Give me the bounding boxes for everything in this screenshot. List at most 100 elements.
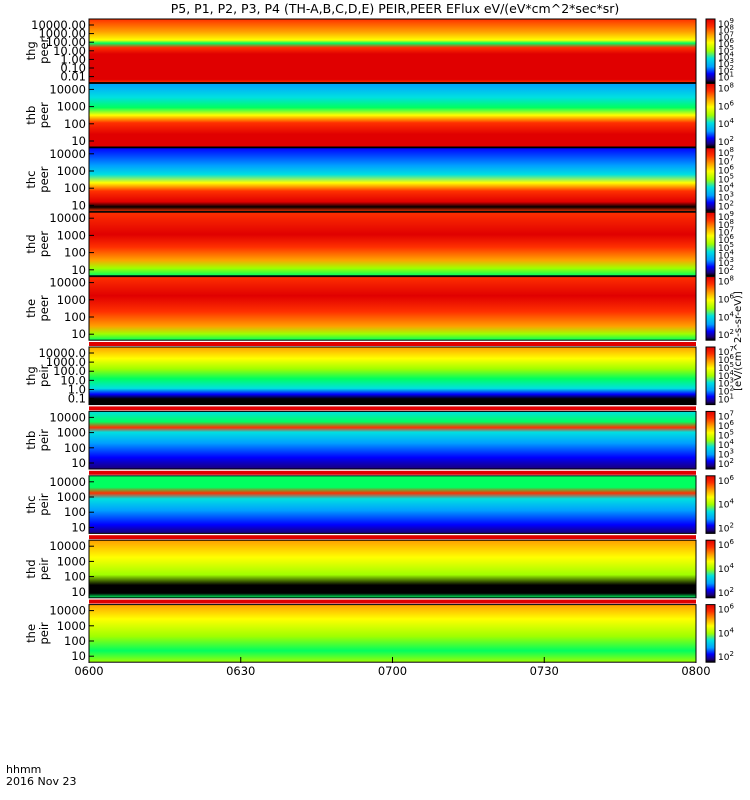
y-tick-label: 100.00 <box>46 35 86 49</box>
y-tick-label: 1000 <box>57 490 86 504</box>
y-tick-label: 10 <box>71 585 86 599</box>
colorbar <box>705 475 716 534</box>
colorbar-tick-label: 102 <box>718 586 734 599</box>
y-label-product: peer <box>37 231 51 257</box>
y-label-probe: thg <box>24 366 38 385</box>
panel-frame <box>88 539 697 599</box>
colorbar <box>705 147 716 212</box>
y-tick-label: 100 <box>64 117 86 131</box>
status-bar <box>89 406 696 411</box>
y-tick-label: 100 <box>64 181 86 195</box>
y-label-probe: the <box>24 624 38 643</box>
colorbar-tick-label: 102 <box>718 521 734 534</box>
colorbar <box>705 604 716 663</box>
y-tick-label: 1000 <box>57 554 86 568</box>
y-label-product: peir <box>37 622 51 645</box>
colorbar-tick-label: 104 <box>718 310 734 323</box>
spectrogram-image <box>89 604 696 663</box>
y-tick-label: 10000 <box>49 276 86 290</box>
y-tick-label: 10000 <box>49 604 86 618</box>
y-label-product: peer <box>37 166 51 192</box>
panel-frame <box>88 410 697 470</box>
x-tick-label: 0800 <box>681 664 710 678</box>
y-tick-label: 10 <box>71 134 86 148</box>
spectrogram-image <box>89 540 696 598</box>
y-tick-label: 1000.0 <box>46 355 86 369</box>
colorbar-tick-label: 102 <box>718 328 734 341</box>
xlabel-date: 2016 Nov 23 <box>6 775 76 788</box>
y-tick-label: 1000 <box>57 293 86 307</box>
y-tick-label: 100 <box>64 310 86 324</box>
spectrogram-image <box>89 19 696 83</box>
x-tick-label: 0730 <box>530 664 559 678</box>
status-bar <box>89 342 696 346</box>
status-bar <box>89 470 696 475</box>
y-label-probe: thc <box>24 496 38 514</box>
y-label-probe: thb <box>24 431 38 450</box>
y-tick-label: 10 <box>71 520 86 534</box>
colorbar-units-label: [eV/(cm^2-s-sr-eV)] <box>733 291 744 391</box>
y-label-probe: thd <box>24 234 38 253</box>
y-tick-label: 100 <box>64 570 86 584</box>
y-tick-label: 10.0 <box>60 373 86 387</box>
y-tick-label: 10000 <box>49 539 86 553</box>
y-tick-label: 10000.0 <box>38 346 86 360</box>
x-tick-label: 0600 <box>74 664 103 678</box>
y-label-product: peir <box>37 429 51 452</box>
y-tick-label: 0.10 <box>60 61 86 75</box>
y-tick-label: 10000 <box>49 147 86 161</box>
y-label-probe: thc <box>24 171 38 189</box>
spectrogram-image <box>89 475 696 534</box>
panel-frame <box>88 147 697 212</box>
y-tick-label: 10 <box>71 198 86 212</box>
y-tick-label: 1000 <box>57 228 86 242</box>
colorbar <box>705 82 716 148</box>
colorbar <box>705 18 716 84</box>
colorbar <box>705 276 716 341</box>
y-tick-label: 100 <box>64 246 86 260</box>
xlabel-hhmm: hhmm <box>6 763 41 776</box>
panel-frame <box>88 475 697 534</box>
colorbar-tick-label: 106 <box>718 292 734 305</box>
colorbar-tick-label: 106 <box>718 99 734 112</box>
panel-frame <box>88 211 697 277</box>
y-tick-label: 1000 <box>57 164 86 178</box>
y-label-product: peir <box>37 364 51 387</box>
y-tick-label: 10 <box>71 456 86 470</box>
y-tick-label: 10000 <box>49 82 86 96</box>
y-tick-label: 0.01 <box>60 70 86 84</box>
y-tick-label: 1.0 <box>68 382 86 396</box>
y-tick-label: 10 <box>71 327 86 341</box>
y-tick-label: 100 <box>64 634 86 648</box>
y-tick-label: 0.1 <box>68 392 86 406</box>
spectrogram-image <box>89 347 696 405</box>
y-label-product: peer <box>37 37 51 63</box>
colorbar-tick-label: 106 <box>718 474 734 487</box>
y-label-product: peer <box>37 102 51 128</box>
status-bar <box>89 599 696 604</box>
time-axis: 0600 0630 0700 0730 0800 <box>74 657 711 678</box>
y-tick-label: 10.00 <box>53 44 86 58</box>
panel-frame <box>88 346 697 406</box>
colorbar-tick-label: 104 <box>718 117 734 130</box>
spectrogram-image <box>89 276 696 341</box>
y-tick-label: 10 <box>71 263 86 277</box>
y-label-probe: thb <box>24 106 38 125</box>
y-tick-label: 10000 <box>49 410 86 424</box>
panel-frame <box>88 82 697 148</box>
x-tick-label: 0700 <box>378 664 407 678</box>
chart-title: P5, P1, P2, P3, P4 (TH-A,B,C,D,E) PEIR,P… <box>171 1 620 16</box>
y-tick-label: 1000 <box>57 619 86 633</box>
status-bar <box>89 535 696 540</box>
y-label-probe: the <box>24 299 38 318</box>
